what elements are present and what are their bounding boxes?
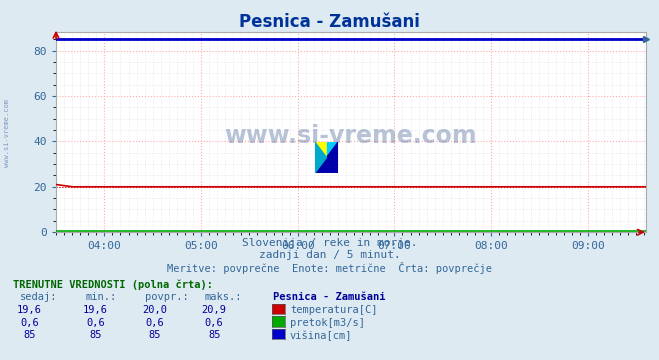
- Text: Pesnica - Zamušani: Pesnica - Zamušani: [273, 292, 386, 302]
- Text: 19,6: 19,6: [83, 305, 108, 315]
- Text: www.si-vreme.com: www.si-vreme.com: [225, 124, 477, 148]
- Text: 85: 85: [90, 330, 101, 341]
- Text: povpr.:: povpr.:: [145, 292, 188, 302]
- Text: Pesnica - Zamušani: Pesnica - Zamušani: [239, 13, 420, 31]
- Text: temperatura[C]: temperatura[C]: [290, 305, 378, 315]
- Polygon shape: [315, 142, 338, 173]
- Text: 0,6: 0,6: [205, 318, 223, 328]
- Polygon shape: [315, 142, 327, 173]
- Text: 0,6: 0,6: [146, 318, 164, 328]
- Text: 20,0: 20,0: [142, 305, 167, 315]
- Text: višina[cm]: višina[cm]: [290, 330, 353, 341]
- Text: 85: 85: [208, 330, 220, 341]
- Text: 19,6: 19,6: [17, 305, 42, 315]
- Text: sedaj:: sedaj:: [20, 292, 57, 302]
- Text: www.si-vreme.com: www.si-vreme.com: [3, 99, 10, 167]
- Text: maks.:: maks.:: [204, 292, 242, 302]
- Text: TRENUTNE VREDNOSTI (polna črta):: TRENUTNE VREDNOSTI (polna črta):: [13, 279, 213, 289]
- Text: zadnji dan / 5 minut.: zadnji dan / 5 minut.: [258, 250, 401, 260]
- Bar: [327, 142, 338, 158]
- Text: min.:: min.:: [86, 292, 117, 302]
- Bar: [315, 142, 327, 158]
- Text: Slovenija / reke in morje.: Slovenija / reke in morje.: [242, 238, 417, 248]
- Text: 85: 85: [24, 330, 36, 341]
- Text: 0,6: 0,6: [20, 318, 39, 328]
- Text: 0,6: 0,6: [86, 318, 105, 328]
- Text: Meritve: povprečne  Enote: metrične  Črta: povprečje: Meritve: povprečne Enote: metrične Črta:…: [167, 262, 492, 274]
- Text: 20,9: 20,9: [202, 305, 227, 315]
- Text: 85: 85: [149, 330, 161, 341]
- Text: pretok[m3/s]: pretok[m3/s]: [290, 318, 365, 328]
